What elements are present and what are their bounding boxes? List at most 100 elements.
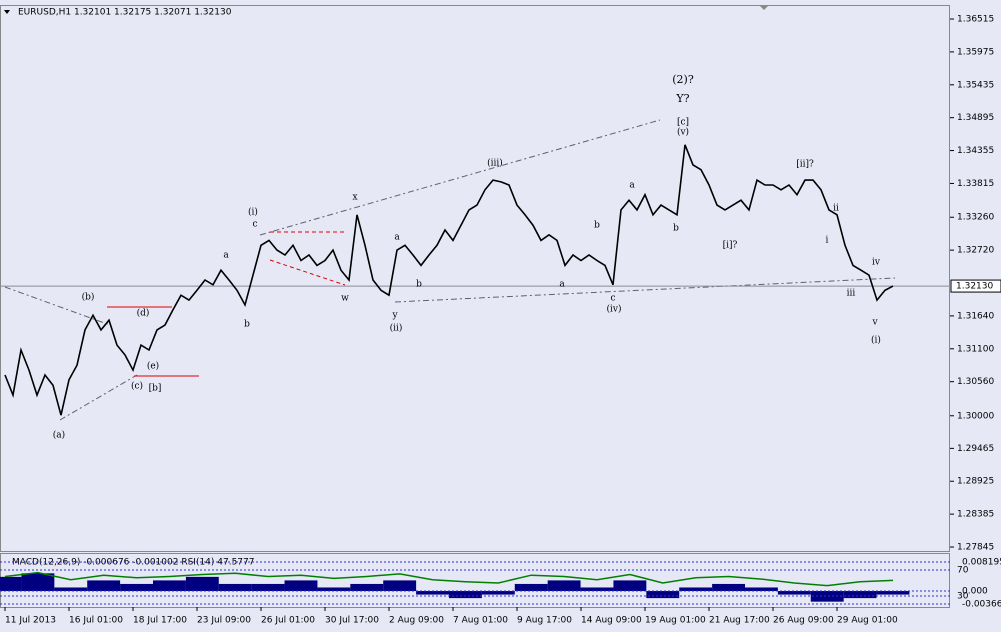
macd-bar xyxy=(646,591,680,599)
y-tick-label: 1.30000 xyxy=(957,411,994,421)
wave-label: ii xyxy=(833,204,839,214)
x-tick-label: 9 Aug 17:00 xyxy=(517,616,572,626)
wave-label: (v) xyxy=(677,127,689,138)
wave-label: b xyxy=(594,221,600,231)
wave-label: iii xyxy=(847,289,856,299)
wave-label: (ii) xyxy=(390,323,403,334)
x-tick-label: 11 Jul 2013 xyxy=(5,616,56,626)
y2-tick-label: 0.000 xyxy=(962,587,988,597)
y2-tick-label: -0.003662 xyxy=(962,600,1001,610)
x-tick-label: 21 Aug 17:00 xyxy=(709,616,770,626)
macd-bar xyxy=(777,591,811,595)
wave-label: (i) xyxy=(871,335,881,346)
wave-label: [ii]? xyxy=(796,160,814,170)
wave-label: b xyxy=(416,280,422,290)
y-tick-label: 1.29465 xyxy=(957,444,994,454)
macd-bar xyxy=(712,583,745,592)
wave-label: a xyxy=(223,251,229,261)
x-tick-label: 16 Jul 01:00 xyxy=(69,616,123,626)
rsi-line xyxy=(4,571,894,587)
wave-label: v xyxy=(871,318,878,328)
macd-bar xyxy=(218,583,252,592)
macd-bar xyxy=(514,583,548,592)
macd-bar xyxy=(416,591,449,595)
macd-bar xyxy=(745,587,778,592)
wave-label: b xyxy=(244,320,250,330)
macd-bar xyxy=(810,591,844,602)
y-tick-label: 70 xyxy=(957,565,969,575)
wave-label: c xyxy=(610,294,615,304)
macd-bar xyxy=(547,580,581,592)
wave-label: iv xyxy=(872,258,881,268)
macd-bar xyxy=(284,580,318,592)
wave-label: Y? xyxy=(675,92,689,105)
price-label: 1.32130 xyxy=(956,282,993,292)
wave-label: (c) xyxy=(131,381,143,392)
x-tick-label: 14 Aug 09:00 xyxy=(581,616,642,626)
y-tick-label: 1.27845 xyxy=(957,543,994,553)
x-tick-label: 19 Aug 01:00 xyxy=(645,616,706,626)
x-tick-label: 29 Aug 01:00 xyxy=(837,616,898,626)
macd-bar xyxy=(449,591,482,599)
macd-bar xyxy=(21,573,55,592)
y-tick-label: 1.35975 xyxy=(957,47,994,57)
macd-bar xyxy=(613,580,647,592)
price-frame xyxy=(0,5,950,552)
wave-label: b xyxy=(673,224,679,234)
wave-label: a xyxy=(629,181,635,191)
wave-label: (iii) xyxy=(487,158,503,169)
macd-bar xyxy=(54,587,88,592)
y-tick-label: 1.31100 xyxy=(957,344,994,354)
wave-label: i xyxy=(826,236,829,246)
wave-label: (d) xyxy=(137,308,150,319)
wave-label: y xyxy=(391,311,398,321)
macd-bar xyxy=(185,576,219,592)
wave-label: (e) xyxy=(147,361,159,372)
y2-tick-label: 0.008195 xyxy=(962,558,1001,568)
x-tick-label: 7 Aug 01:00 xyxy=(453,616,508,626)
y-tick-label: 1.32720 xyxy=(957,246,994,256)
x-tick-label: 23 Jul 09:00 xyxy=(197,616,251,626)
wave-label: (b) xyxy=(82,292,95,303)
y-tick-label: 1.36515 xyxy=(957,15,994,25)
y-tick-label: 1.30560 xyxy=(957,377,994,387)
macd-bar xyxy=(251,583,285,592)
macd-bar xyxy=(317,587,351,592)
wave-label: (iv) xyxy=(607,304,622,315)
macd-bar xyxy=(153,580,186,592)
macd-bar xyxy=(679,587,713,592)
y-tick-label: 1.28925 xyxy=(957,477,994,487)
y-tick-label: 30 xyxy=(957,592,969,602)
x-tick-label: 18 Jul 17:00 xyxy=(133,616,187,626)
x-tick-label: 26 Aug 09:00 xyxy=(773,616,834,626)
x-tick-label: 26 Jul 01:00 xyxy=(261,616,315,626)
macd-bar xyxy=(0,576,22,592)
macd-bar xyxy=(120,583,153,592)
wave-label: [c] xyxy=(677,118,689,128)
shift-marker xyxy=(759,5,769,10)
menu-arrow[interactable] xyxy=(4,10,10,14)
macd-bar xyxy=(843,591,877,599)
y-tick-label: 1.28385 xyxy=(957,510,994,520)
wave-label: [i]? xyxy=(723,241,738,251)
price-line xyxy=(4,144,894,416)
wave-label: a xyxy=(394,233,400,243)
x-tick-label: 2 Aug 09:00 xyxy=(389,616,444,626)
wave-label: (i) xyxy=(248,207,258,218)
x-tick-label: 30 Jul 17:00 xyxy=(325,616,379,626)
y-tick-label: 1.35435 xyxy=(957,80,994,90)
macd-bar xyxy=(481,591,515,595)
wave-label: a xyxy=(559,280,565,290)
y-tick-label: 1.34895 xyxy=(957,113,994,123)
macd-bar xyxy=(350,583,384,592)
wave-label: (2)? xyxy=(672,73,694,86)
trendlines xyxy=(4,119,896,421)
y-tick-label: 1.33260 xyxy=(957,213,994,223)
y-tick-label: 1.31640 xyxy=(957,311,994,321)
macd-bar xyxy=(876,591,910,595)
wave-label: w xyxy=(341,294,349,304)
chart-header: EURUSD,H1 1.32101 1.32175 1.32071 1.3213… xyxy=(18,8,232,18)
y-tick-label: 1.34355 xyxy=(957,146,994,156)
red-lines xyxy=(107,231,346,377)
